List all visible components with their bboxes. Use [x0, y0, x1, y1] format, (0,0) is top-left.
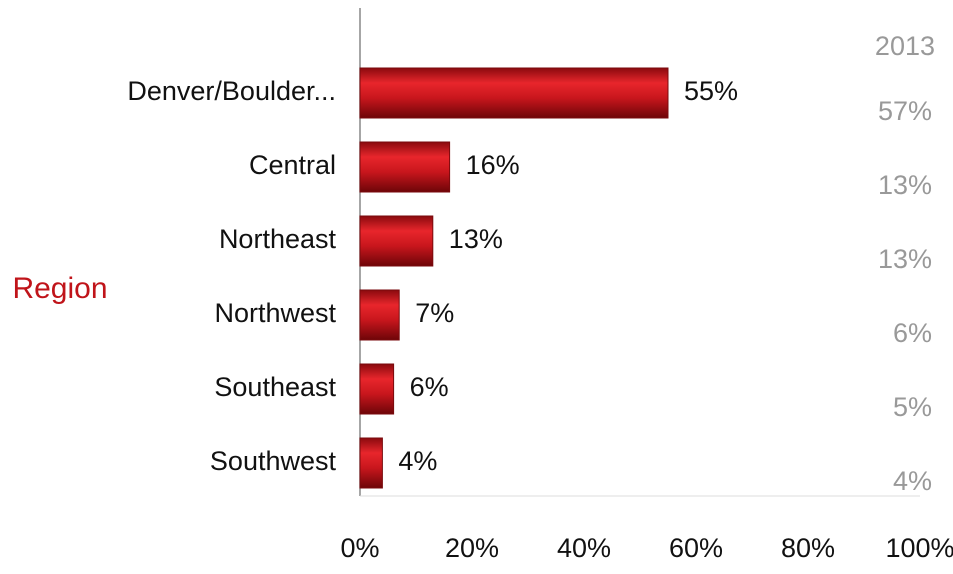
x-tick-label: 0% [340, 533, 379, 563]
comparison-label: 57% [878, 96, 932, 126]
x-tick-label: 100% [885, 533, 953, 563]
category-label: Southwest [210, 446, 337, 476]
x-tick-label: 40% [557, 533, 611, 563]
x-tick-label: 20% [445, 533, 499, 563]
bar [359, 363, 395, 415]
comparison-label: 6% [893, 318, 932, 348]
value-label: 16% [466, 150, 520, 180]
category-label: Northwest [214, 298, 336, 328]
value-label: 6% [410, 372, 449, 402]
x-tick-label: 80% [781, 533, 835, 563]
axis-label: Region [12, 272, 107, 305]
comparison-label: 4% [893, 466, 932, 496]
comparison-label: 5% [893, 392, 932, 422]
value-label: 13% [449, 224, 503, 254]
value-label: 55% [684, 76, 738, 106]
comparison-label: 13% [878, 244, 932, 274]
bar [359, 289, 400, 341]
category-label: Northeast [219, 224, 337, 254]
value-label: 4% [398, 446, 437, 476]
category-label: Central [249, 150, 336, 180]
category-label: Southeast [214, 372, 336, 402]
x-tick-label: 60% [669, 533, 723, 563]
comparison-label: 13% [878, 170, 932, 200]
bar [359, 437, 383, 489]
comparison-title: 2013 [875, 31, 935, 61]
value-label: 7% [415, 298, 454, 328]
category-label: Denver/Boulder... [127, 76, 336, 106]
bar [359, 215, 434, 267]
bar [359, 67, 669, 119]
bar [359, 141, 451, 193]
